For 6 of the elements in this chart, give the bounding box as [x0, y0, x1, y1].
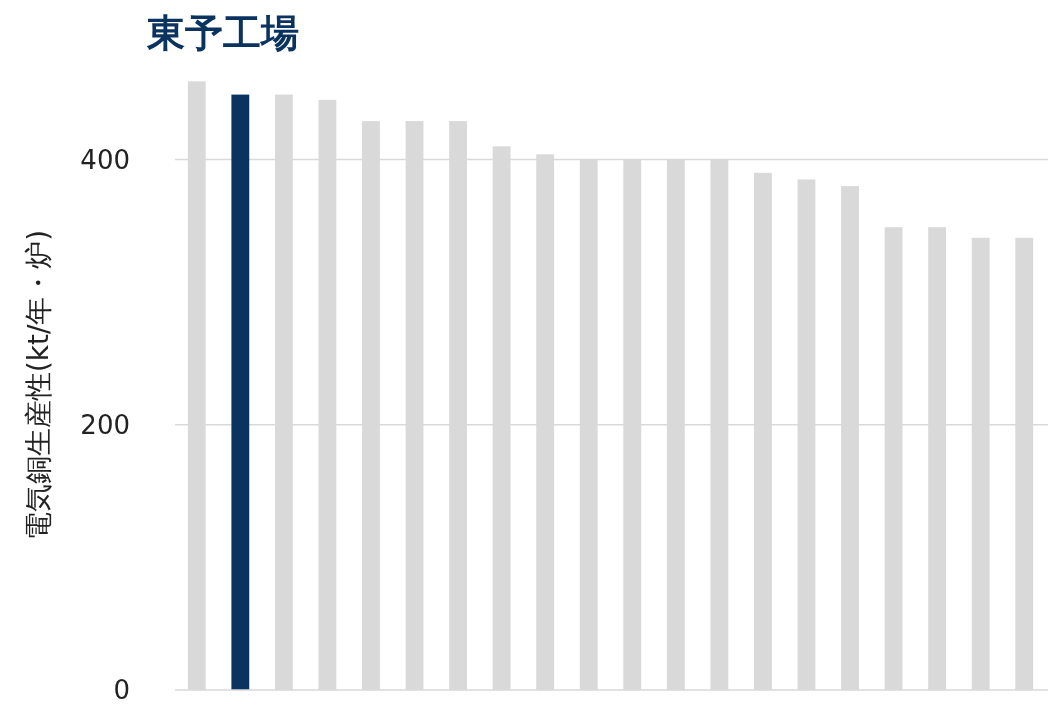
bar	[231, 94, 250, 690]
y-axis-title: 電気銅生産性(kt/年・炉)	[22, 229, 55, 541]
chart-title: 東予工場	[146, 11, 299, 55]
y-tick-label: 400	[80, 144, 130, 175]
y-tick-label: 0	[113, 675, 130, 705]
y-tick-label: 200	[80, 409, 130, 440]
